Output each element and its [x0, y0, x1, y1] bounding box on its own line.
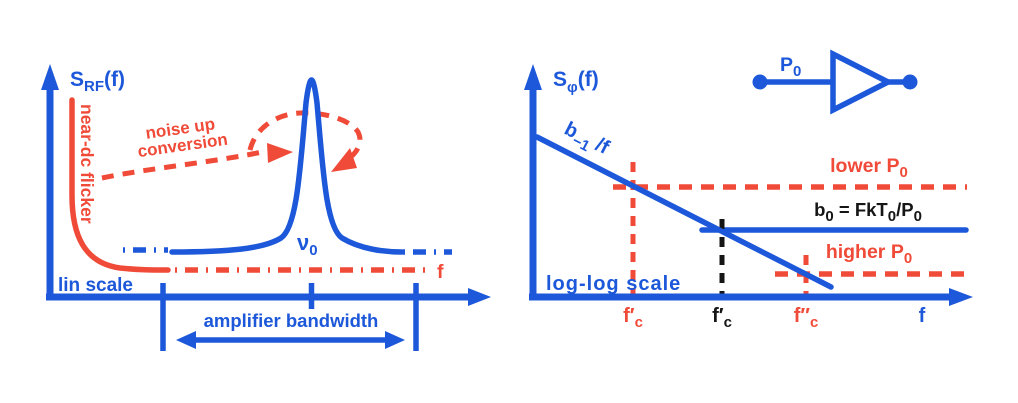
- higher-main: higher P: [826, 241, 904, 263]
- amp-power-label: P0: [780, 54, 801, 80]
- bandwidth-arrowhead-right-icon: [385, 331, 405, 349]
- b0-s3: 0: [914, 208, 922, 225]
- fc2-sub: c: [724, 314, 732, 331]
- fc2-main: f′: [712, 305, 724, 327]
- fc1-sub: c: [635, 314, 643, 331]
- y-axis-title-left: SRF(f): [70, 68, 125, 95]
- lower-sub: 0: [900, 164, 908, 181]
- srf-rest: (f): [104, 68, 125, 91]
- y-axis-arrow-icon: [524, 64, 542, 90]
- higher-sub: 0: [904, 250, 912, 267]
- sphi-sub: φ: [567, 79, 578, 96]
- right-panel: P0 Sφ(f) b−1 /f lower P0 b0 = FkT0/P0 hi…: [524, 49, 973, 331]
- p0-sub: 0: [793, 63, 801, 80]
- lin-scale-label: lin scale: [58, 275, 133, 296]
- b0-s1: 0: [825, 208, 833, 225]
- bm1-sub: −1: [569, 132, 592, 155]
- sphi-rest: (f): [578, 68, 599, 91]
- flicker-slope-line: [534, 134, 834, 290]
- b0-p3: /P: [896, 199, 913, 220]
- srf-sub: RF: [84, 78, 104, 95]
- log-log-scale-label: log-log scale: [546, 273, 681, 295]
- corner-freq-lower-label: f′c: [623, 305, 643, 331]
- noise-floor-formula: b0 = FkT0/P0: [814, 199, 922, 225]
- slope-label: b−1 /f: [558, 118, 613, 164]
- bandwidth-arrowhead-left-icon: [176, 331, 196, 349]
- flicker-curve: [69, 97, 171, 273]
- x-axis-arrow-icon: [949, 288, 973, 306]
- b0-p1: b: [814, 199, 825, 220]
- lower-power-label: lower P0: [830, 155, 908, 181]
- nu-main: ν: [297, 230, 309, 255]
- nu-sub: 0: [309, 242, 317, 259]
- p0-main: P: [780, 54, 793, 76]
- freq-axis-label-left: f: [437, 261, 444, 283]
- b0-s2: 0: [888, 208, 896, 225]
- lower-main: lower P: [830, 155, 899, 177]
- y-axis-arrow-icon: [41, 64, 59, 90]
- higher-power-label: higher P0: [826, 241, 912, 267]
- corner-freq-mid-label: f′c: [712, 305, 732, 331]
- flicker-label: near-dc flicker: [77, 104, 97, 224]
- flicker-label-group: near-dc flicker: [77, 104, 97, 224]
- freq-axis-label-right: f: [919, 305, 926, 327]
- noise-upconversion-loop-path: [247, 110, 363, 158]
- noise-label-group: noise up conversion: [136, 114, 228, 161]
- sphi-main: S: [553, 68, 567, 91]
- fc3-main: f″: [794, 305, 811, 327]
- amp-output-node-icon: [902, 74, 918, 90]
- arrowhead-right-icon: [267, 143, 293, 163]
- corner-freq-higher-label: f″c: [794, 305, 819, 331]
- bm1-rest: /f: [587, 131, 613, 159]
- bandwidth-label: amplifier bandwidth: [204, 310, 379, 331]
- x-axis-arrow-icon: [468, 288, 491, 306]
- carrier-peak-curve: [169, 77, 405, 255]
- y-axis-title-right: Sφ(f): [553, 68, 599, 96]
- arrowhead-downleft-icon: [331, 148, 357, 172]
- srf-main: S: [70, 68, 84, 91]
- carrier-freq-label: ν0: [297, 230, 318, 259]
- fc3-sub: c: [810, 314, 818, 331]
- noise-upconversion-arrow-path: [101, 149, 263, 181]
- fc1-main: f′: [623, 305, 635, 327]
- b0-p2: = FkT: [834, 199, 889, 220]
- amplifier-symbol: P0: [752, 49, 918, 115]
- left-panel: f SRF(f) near-dc flicker noise up conver…: [41, 64, 491, 351]
- slope-label-group: b−1 /f: [558, 118, 613, 164]
- amp-triangle-icon: [830, 49, 895, 115]
